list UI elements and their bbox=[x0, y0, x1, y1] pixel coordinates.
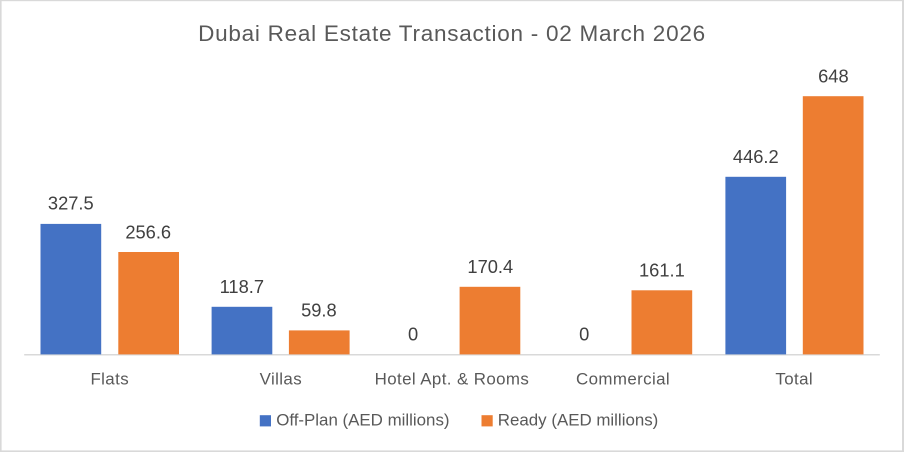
svg-text:Hotel Apt. & Rooms: Hotel Apt. & Rooms bbox=[375, 370, 530, 389]
svg-text:Off-Plan (AED millions): Off-Plan (AED millions) bbox=[276, 411, 449, 430]
svg-text:256.6: 256.6 bbox=[125, 221, 171, 242]
svg-text:59.8: 59.8 bbox=[301, 300, 337, 321]
svg-text:Dubai Real Estate Transaction: Dubai Real Estate Transaction - 02 March… bbox=[198, 21, 706, 46]
svg-text:0: 0 bbox=[579, 324, 589, 345]
svg-text:Ready (AED millions): Ready (AED millions) bbox=[498, 411, 659, 430]
svg-text:Commercial: Commercial bbox=[576, 370, 670, 389]
svg-text:Flats: Flats bbox=[90, 370, 129, 389]
svg-text:648: 648 bbox=[818, 65, 849, 86]
svg-text:161.1: 161.1 bbox=[639, 259, 685, 280]
svg-text:Villas: Villas bbox=[260, 370, 302, 389]
svg-text:327.5: 327.5 bbox=[48, 193, 94, 214]
svg-text:118.7: 118.7 bbox=[220, 276, 264, 297]
svg-text:Total: Total bbox=[775, 370, 813, 389]
svg-text:446.2: 446.2 bbox=[733, 146, 779, 167]
svg-text:0: 0 bbox=[408, 324, 418, 345]
svg-text:170.4: 170.4 bbox=[467, 256, 513, 277]
